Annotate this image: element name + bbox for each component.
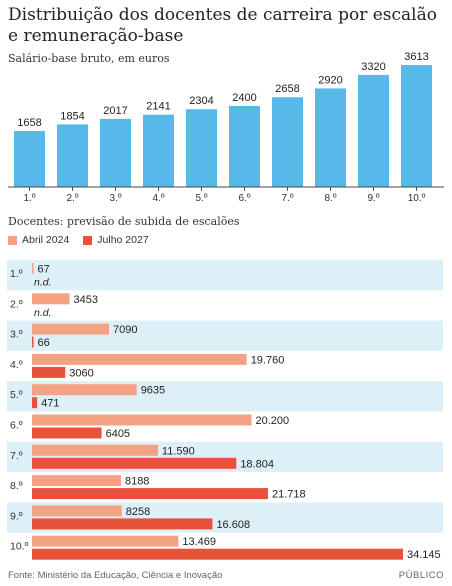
x-tick-label: 1.º	[24, 193, 36, 204]
legend-label-a: Abril 2024	[22, 234, 70, 246]
x-tick-label: 3.º	[110, 193, 122, 204]
value-label-b: 471	[41, 398, 59, 410]
bar-series-a	[32, 263, 34, 274]
x-tick-label: 4.º	[153, 193, 165, 204]
x-tick-label: 2.º	[67, 193, 79, 204]
value-label-a: 20.200	[255, 415, 289, 427]
salary-value-label: 1658	[17, 117, 41, 129]
x-tick-label: 8.º	[325, 193, 337, 204]
salary-value-label: 2017	[103, 105, 127, 117]
bar-series-a	[32, 444, 158, 456]
bar-series-b	[32, 518, 213, 530]
salary-bar	[143, 114, 174, 187]
bar-series-b	[32, 427, 102, 439]
x-tick-label: 5.º	[196, 193, 208, 204]
bar-series-a	[32, 414, 252, 426]
salary-bar	[14, 131, 45, 187]
value-label-a: 19.760	[251, 354, 285, 366]
value-label-b: 66	[38, 337, 50, 349]
value-label-a: 3453	[74, 294, 98, 306]
row-label: 4.º	[10, 359, 23, 371]
chart-subtitle: Salário-base bruto, em euros	[8, 52, 170, 65]
bar-series-b	[32, 457, 237, 469]
legend-swatch-b	[83, 235, 93, 245]
row-label: 8.º	[10, 480, 23, 492]
x-tick-label: 6.º	[239, 193, 251, 204]
bar-series-b	[32, 336, 34, 348]
row-label: 10.º	[10, 541, 29, 553]
value-label-b: 34.145	[407, 549, 441, 561]
bar-series-b	[32, 366, 66, 378]
legend-label-b: Julho 2027	[97, 234, 149, 246]
value-label-a: 7090	[113, 324, 137, 336]
row-label: 5.º	[10, 389, 23, 401]
chart-title: Distribuição dos docentes de carreira po…	[8, 5, 437, 46]
bar-series-a	[32, 384, 137, 396]
bar-series-b	[32, 548, 403, 560]
bar-series-a	[32, 475, 121, 487]
salary-value-label: 1854	[60, 110, 84, 122]
salary-bar-chart: 1658 1.º 1854 2.º 2017 3.º 2141 4.º 2304 5.º 2400 6…	[8, 51, 444, 204]
bar-series-a	[32, 293, 70, 305]
row-label: 7.º	[10, 450, 23, 462]
salary-value-label: 3613	[404, 51, 428, 63]
value-label-b: 6405	[106, 428, 130, 440]
row-label: 1.º	[10, 268, 23, 280]
legend-swatch-a	[8, 235, 17, 245]
salary-value-label: 3320	[361, 61, 385, 73]
row-label: 3.º	[10, 329, 23, 341]
salary-bar	[57, 124, 88, 187]
legend-item-a: Abril 2024	[8, 234, 69, 246]
salary-value-label: 2400	[232, 92, 256, 104]
section-title: Docentes: previsão de subida de escalões	[8, 215, 240, 228]
footer-brand: PÚBLICO	[398, 570, 444, 581]
bar-series-b	[32, 397, 38, 409]
value-label-b: 21.718	[272, 489, 306, 501]
bar-series-a	[32, 323, 110, 335]
footer-source: Fonte: Ministério da Educação, Ciência e…	[8, 570, 223, 581]
bar-series-a	[32, 353, 247, 365]
salary-bar	[358, 74, 389, 187]
value-label-b: 18.804	[240, 458, 274, 470]
x-tick-label: 10.º	[408, 193, 426, 204]
value-label-a: 8188	[125, 476, 149, 488]
value-label-a: 11.590	[162, 445, 195, 457]
row-label: 2.º	[10, 298, 23, 310]
legend-item-b: Julho 2027	[83, 234, 149, 246]
salary-bar	[315, 88, 346, 187]
salary-bar	[401, 65, 432, 187]
salary-bar	[229, 105, 260, 187]
bar-series-a	[32, 505, 122, 517]
value-label-b: n.d.	[34, 277, 52, 289]
salary-value-label: 2304	[189, 95, 213, 107]
x-tick-label: 7.º	[282, 193, 294, 204]
salary-value-label: 2920	[318, 74, 342, 86]
legend: Abril 2024 Julho 2027	[8, 234, 149, 246]
value-label-a: 8258	[126, 506, 150, 518]
row-label: 9.º	[10, 510, 23, 522]
salary-value-label: 2141	[146, 101, 170, 113]
value-label-a: 67	[38, 264, 50, 276]
salary-bar	[186, 109, 217, 187]
value-label-a: 9635	[141, 385, 165, 397]
row-band	[7, 260, 443, 291]
salary-value-label: 2658	[275, 83, 299, 95]
value-label-a: 13.469	[182, 536, 216, 548]
value-label-b: 16.608	[216, 519, 250, 531]
bar-series-b	[32, 488, 268, 500]
salary-bar	[100, 118, 131, 187]
salary-bar	[272, 97, 303, 187]
x-tick-label: 9.º	[368, 193, 380, 204]
value-label-b: 3060	[69, 367, 93, 379]
row-label: 6.º	[10, 420, 23, 432]
value-label-b: n.d.	[34, 307, 52, 319]
bar-series-a	[32, 535, 179, 547]
